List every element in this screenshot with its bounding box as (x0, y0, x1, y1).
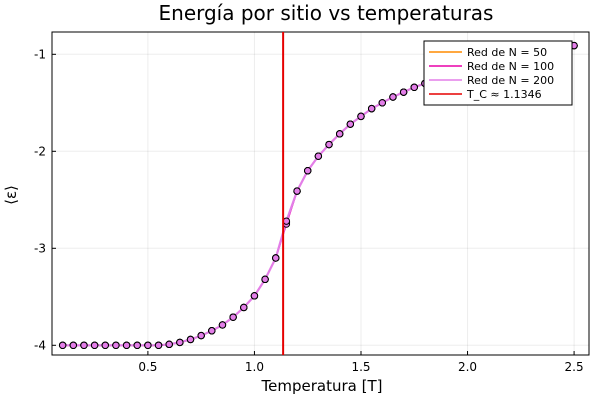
data-point (154, 341, 163, 350)
data-point (357, 112, 365, 121)
y-tick-label: -2 (34, 144, 46, 158)
data-point (133, 341, 141, 350)
data-point (410, 83, 418, 91)
data-point (314, 152, 323, 160)
x-tick-label: 1.0 (245, 360, 264, 374)
data-point (208, 327, 216, 335)
y-tick-label: -3 (34, 241, 46, 255)
data-point (229, 313, 237, 321)
data-point (90, 341, 99, 350)
data-point (250, 292, 259, 300)
data-point (304, 167, 312, 175)
data-point (176, 338, 184, 347)
data-point (58, 341, 67, 350)
y-tick-label: -4 (34, 338, 46, 352)
data-point (165, 340, 173, 349)
x-tick-label: 2.5 (565, 360, 584, 374)
x-axis: 0.5 1.0 1.5 2.0 2.5 (138, 351, 584, 374)
y-tick-label: -1 (34, 47, 46, 61)
legend-label: Red de N = 100 (467, 60, 554, 73)
y-axis: -4 -3 -2 -1 (34, 47, 56, 352)
data-point (218, 321, 227, 329)
y-axis-label: ⟨ε⟩ (2, 185, 20, 205)
data-point (261, 275, 269, 284)
data-point (389, 93, 397, 101)
data-point (378, 99, 386, 107)
data-point (346, 120, 355, 128)
legend-label: Red de N = 50 (467, 46, 547, 59)
data-point (282, 217, 291, 225)
data-point (80, 341, 88, 350)
data-point (186, 335, 195, 344)
data-point (399, 88, 408, 96)
data-point (367, 104, 376, 113)
data-point (69, 341, 78, 350)
data-point (293, 187, 301, 195)
data-point (272, 254, 280, 262)
x-tick-label: 1.5 (351, 360, 370, 374)
data-point (122, 341, 131, 350)
x-tick-label: 0.5 (138, 360, 157, 374)
data-point (335, 130, 344, 138)
x-axis-label: Temperatura [T] (261, 377, 383, 395)
data-point (325, 140, 333, 149)
x-tick-label: 2.0 (458, 360, 477, 374)
data-point (112, 341, 120, 350)
data-point (144, 341, 152, 350)
legend-label: Red de N = 200 (467, 74, 554, 87)
chart-title: Energía por sitio vs temperaturas (159, 1, 494, 25)
data-point (101, 341, 109, 350)
data-point (197, 331, 205, 340)
plot-frame (51, 31, 590, 356)
data-point (240, 303, 248, 312)
legend-label: T_C ≈ 1.1346 (466, 88, 542, 101)
